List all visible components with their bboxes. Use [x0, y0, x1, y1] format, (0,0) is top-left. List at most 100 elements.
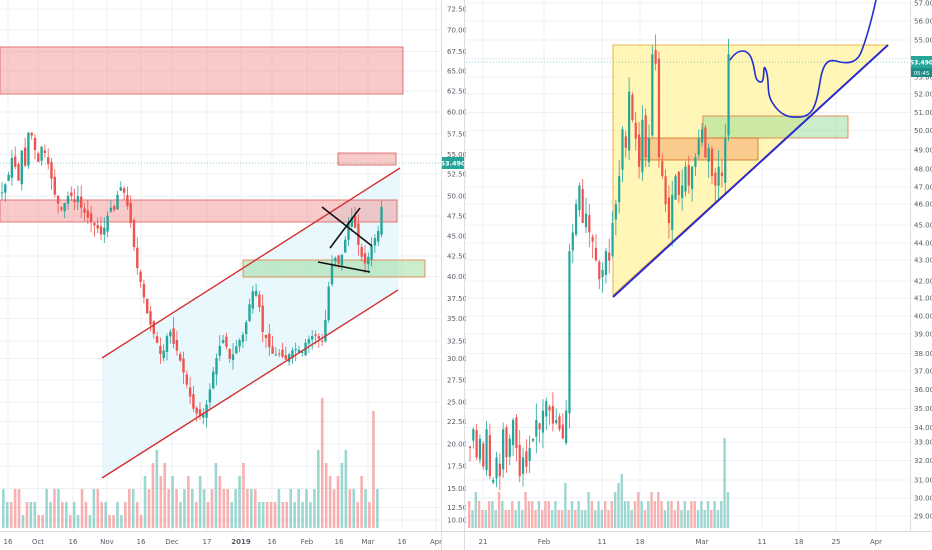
right-price-tick-label: 55.000 [914, 37, 932, 45]
candle-body [667, 197, 670, 223]
channel-fill [102, 168, 400, 478]
volume-bar [487, 501, 491, 528]
right-volume-bars [468, 438, 730, 528]
candle-body [535, 419, 538, 437]
volume-bar [524, 492, 527, 528]
resistance-zone-small [337, 152, 397, 166]
volume-bar [25, 502, 29, 528]
volume-bar [670, 501, 673, 528]
candle-body [96, 225, 99, 229]
left-price-tick-label: 67.500 [447, 48, 472, 56]
candle-body [0, 192, 4, 194]
volume-bar [676, 501, 680, 528]
right-price-tick-label: 52.000 [914, 91, 932, 99]
volume-bar [356, 502, 359, 528]
right-price-tick-label: 48.000 [914, 166, 932, 174]
candle-body [727, 54, 730, 136]
candle-body [185, 374, 188, 385]
volume-bar [550, 510, 554, 528]
candle-body [677, 171, 680, 195]
candle-body [314, 334, 317, 336]
candle-body [264, 334, 268, 338]
volume-bar [540, 510, 544, 528]
right-price-tick-label: 47.000 [914, 184, 932, 192]
right-time-axis: 21 Feb 11 18 Mar 11 18 25 Apr [479, 538, 883, 546]
volume-bar [305, 489, 308, 528]
candle-body [518, 444, 521, 477]
volume-bar [494, 510, 497, 528]
candle-body [472, 429, 475, 441]
candle-body [528, 448, 531, 462]
candle-body [591, 236, 594, 242]
right-price-tick-label: 50.000 [914, 127, 932, 135]
volume-bar [309, 502, 312, 528]
candle-body [152, 321, 155, 334]
volume-bar [700, 501, 703, 528]
left-time-tick-label: Oct [32, 538, 44, 546]
volume-bar [226, 489, 230, 528]
candle-body [492, 479, 495, 483]
candle-body [681, 185, 684, 198]
volume-bar [143, 476, 147, 528]
right-price-tick-label: 32.000 [914, 457, 932, 465]
volume-bar [716, 510, 720, 528]
candle-body [179, 354, 182, 361]
candle-body [268, 333, 271, 348]
left-price-tick-label: 65.000 [447, 68, 472, 76]
candle-body [485, 429, 488, 471]
left-price-tick-label: 27.500 [447, 377, 472, 385]
candle-body [508, 438, 511, 457]
volume-bar [191, 489, 194, 528]
candle-body [707, 148, 710, 162]
volume-bar [726, 492, 730, 528]
candle-body [169, 331, 172, 337]
volume-bar [663, 510, 667, 528]
candle-body [297, 349, 301, 353]
candle-body [697, 138, 700, 155]
candle-body [334, 257, 337, 262]
volume-bar [723, 438, 726, 528]
volume-bar [653, 501, 657, 528]
candle-body [132, 220, 136, 247]
candle-body [113, 206, 116, 210]
left-time-tick-label: 16 [69, 538, 78, 546]
right-price-tick-label: 34.000 [914, 424, 932, 432]
left-price-tick-label: 30.000 [447, 355, 472, 363]
volume-bar [116, 502, 119, 528]
candle-body [14, 156, 17, 167]
candle-body [324, 319, 327, 342]
candle-body [717, 166, 720, 186]
candle-body [525, 451, 528, 467]
candle-body [89, 213, 93, 223]
volume-bar [5, 502, 9, 528]
right-candles [468, 34, 730, 491]
candle-body [162, 350, 165, 359]
candle-body [20, 150, 23, 185]
volume-bar [17, 489, 21, 528]
volume-bar [534, 510, 537, 528]
candle-body [258, 294, 261, 308]
candle-body [538, 423, 541, 430]
resistance-zone-top [0, 46, 404, 95]
volume-bar [320, 398, 324, 528]
candle-body [502, 429, 505, 470]
left-price-tick-label: 25.000 [447, 399, 472, 407]
candle-body [188, 387, 192, 397]
candle-body [215, 358, 218, 375]
left-price-tick-label: 10.000 [447, 517, 472, 525]
volume-bar [238, 476, 241, 528]
volume-bar [574, 510, 577, 528]
volume-bar [194, 502, 198, 528]
volume-bar [713, 501, 716, 528]
right-time-tick-label: 21 [479, 538, 488, 546]
candle-body [581, 188, 584, 223]
volume-bar [332, 489, 336, 528]
candle-body [86, 210, 89, 218]
volume-bar [222, 489, 226, 528]
left-time-tick-label: 2019 [231, 538, 251, 546]
candle-body [674, 176, 677, 200]
right-price-tick-label: 57.000 [914, 0, 932, 8]
volume-bar [514, 510, 517, 528]
right-green-zone [702, 115, 849, 139]
